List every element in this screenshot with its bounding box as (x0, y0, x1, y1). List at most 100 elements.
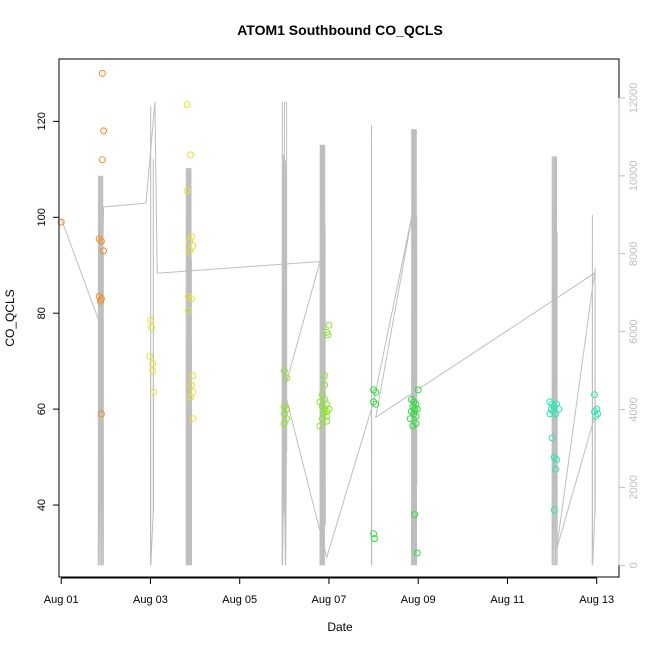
data-point (371, 535, 378, 543)
data-point (413, 549, 421, 557)
data-point (316, 422, 324, 430)
data-point (189, 372, 197, 380)
data-point (95, 292, 103, 300)
data-point (412, 420, 420, 427)
y-axis-label: CO_QCLS (3, 289, 17, 346)
data-point (325, 321, 333, 329)
y-right-tick-label: 12000 (628, 83, 640, 114)
data-point (548, 434, 556, 442)
data-point (183, 101, 191, 109)
x-tick-label: Aug 05 (222, 594, 257, 606)
data-point (98, 69, 106, 77)
y-right-tick-label: 8000 (628, 241, 640, 265)
data-point (98, 156, 106, 164)
y-tick-label: 80 (36, 307, 48, 319)
data-point (188, 295, 195, 303)
y-right-tick-label: 4000 (628, 397, 640, 421)
data-point (183, 187, 191, 195)
data-points (57, 69, 602, 557)
plot-frame (58, 58, 620, 578)
data-point (370, 386, 378, 394)
data-point (553, 456, 560, 463)
y-tick-label: 60 (36, 403, 48, 415)
x-tick-label: Aug 11 (490, 594, 524, 606)
altitude-flight-profile-3 (281, 101, 288, 566)
data-point (318, 403, 326, 411)
data-point (546, 398, 554, 406)
x-tick-label: Aug 03 (133, 594, 168, 606)
data-point (189, 242, 197, 250)
data-point (280, 403, 288, 411)
data-point (97, 297, 104, 305)
data-point (370, 530, 378, 538)
data-point (147, 316, 154, 324)
data-point (283, 374, 291, 382)
data-point (555, 405, 563, 413)
x-tick-label: Aug 07 (312, 594, 347, 606)
altitude-flight-profile-2 (185, 168, 192, 566)
data-point (406, 415, 414, 423)
data-point (550, 506, 558, 514)
data-point (593, 405, 601, 413)
x-axis: Aug 01 Aug 03 Aug 05 Aug 07 Aug 09 Aug 11 Aug … (44, 577, 614, 606)
data-point (97, 410, 105, 418)
data-point (186, 237, 194, 245)
data-point (325, 405, 333, 413)
chart-title: ATOM1 Southbound CO_QCLS (237, 22, 443, 38)
altitude-flight-profile-7 (551, 156, 558, 566)
data-point (188, 381, 195, 389)
data-point (57, 218, 65, 226)
x-axis-label: Date (327, 620, 353, 634)
data-point (321, 405, 328, 413)
data-point (412, 412, 420, 420)
data-point (408, 408, 415, 415)
data-point (414, 386, 422, 394)
x-tick-label: Aug 13 (579, 594, 614, 606)
data-point (410, 398, 418, 406)
data-point (149, 367, 157, 375)
data-point (187, 151, 195, 159)
altitude-flight-profile-6 (411, 129, 418, 566)
y-right-tick-label: 10000 (628, 161, 640, 192)
data-point (592, 412, 600, 420)
data-point (324, 331, 332, 339)
data-point (411, 511, 419, 519)
data-point (187, 393, 195, 401)
data-point (189, 415, 197, 423)
data-point (146, 352, 154, 360)
data-point (186, 247, 194, 255)
data-point (95, 235, 103, 243)
data-point (552, 465, 560, 473)
y-tick-label: 100 (36, 208, 48, 226)
data-point (147, 324, 155, 332)
data-point (548, 400, 556, 408)
altitude-flight-profile-1 (150, 105, 154, 566)
altitude-series (60, 101, 596, 566)
data-point (97, 237, 105, 245)
altitude-flight-profile-0 (97, 175, 104, 566)
data-point (370, 398, 378, 406)
data-point (372, 388, 380, 396)
data-point (321, 372, 328, 380)
altitude-flight-profile-4 (319, 144, 326, 566)
data-point (591, 391, 598, 399)
y-right-tick-label: 6000 (628, 319, 640, 343)
data-point (280, 420, 288, 427)
y-right-tick-label: 2000 (628, 475, 640, 499)
y-axis: 40 60 80 100 120 (36, 112, 60, 511)
y-tick-label: 120 (36, 112, 48, 130)
altitude-flight-profile-8 (591, 214, 596, 566)
data-point (323, 417, 331, 425)
data-point (550, 453, 558, 461)
data-point (149, 360, 157, 368)
data-point (150, 388, 158, 396)
data-point (410, 410, 418, 418)
data-point (100, 127, 108, 135)
data-point (321, 381, 328, 389)
y-right-tick-label: 0 (628, 562, 640, 568)
y-tick-label: 40 (36, 499, 48, 511)
data-point (188, 233, 195, 240)
y-axis-right: 0 2000 4000 6000 8000 10000 12000 (618, 83, 640, 568)
